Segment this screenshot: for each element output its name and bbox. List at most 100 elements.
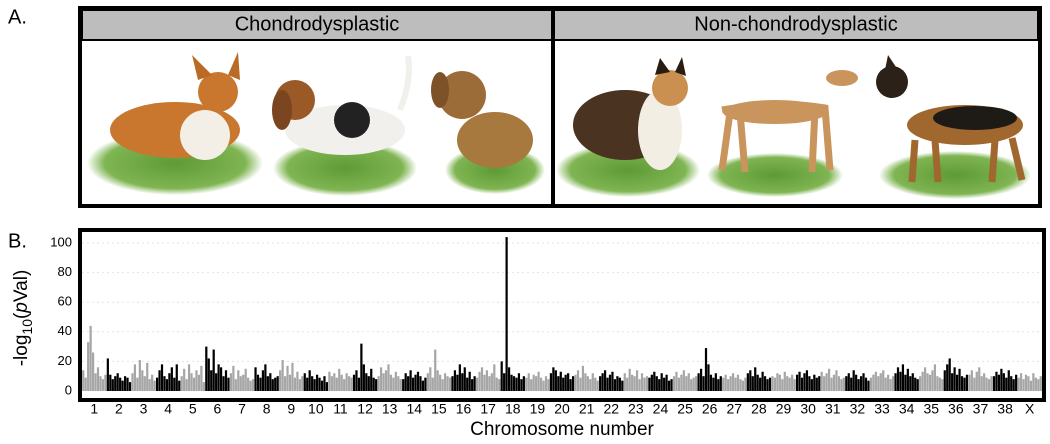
snp-bar <box>192 377 196 391</box>
snp-bar <box>485 370 489 391</box>
snp-bar <box>990 376 993 391</box>
snp-bar <box>404 373 407 391</box>
snp-bar <box>709 374 713 391</box>
snp-bar <box>411 377 415 391</box>
snp-bar <box>626 377 629 391</box>
y-tick-label: 40 <box>58 323 72 338</box>
group-title: Non-chondrodysplastic <box>694 13 897 35</box>
snp-bar <box>106 358 109 391</box>
snp-bar <box>512 376 516 391</box>
snp-bar <box>638 379 641 391</box>
snp-bar <box>1002 373 1005 391</box>
snp-bar <box>751 376 754 391</box>
snp-bar <box>436 370 439 391</box>
snp-bar <box>1000 368 1003 391</box>
snp-bar <box>724 374 727 391</box>
snp-bar <box>739 379 742 391</box>
snp-bar <box>244 368 247 391</box>
y-label-part: -log <box>11 335 32 367</box>
x-tick-label: 34 <box>899 401 915 417</box>
snp-bar <box>219 367 223 391</box>
snp-bar <box>906 368 909 391</box>
snp-bar <box>889 379 892 391</box>
snp-bar <box>963 377 966 391</box>
snp-bar <box>554 370 557 391</box>
x-tick-label: 18 <box>505 401 521 417</box>
snp-bar <box>441 379 444 391</box>
snp-bar <box>155 377 159 391</box>
snp-bar <box>539 377 543 391</box>
snp-bar <box>859 376 863 391</box>
snp-bar <box>537 371 540 391</box>
snp-bar <box>832 374 836 391</box>
snp-bar <box>699 368 703 391</box>
snp-bar <box>872 374 875 391</box>
snp-bar <box>453 370 457 391</box>
snp-bar <box>840 379 843 391</box>
snp-bar <box>195 370 198 391</box>
snp-bar <box>286 365 289 391</box>
snp-bar <box>712 377 715 391</box>
x-tick-label: 29 <box>776 401 792 417</box>
snp-bar <box>650 374 653 391</box>
snp-bar <box>320 380 324 391</box>
snp-bar <box>901 364 905 391</box>
snp-bar <box>443 373 447 391</box>
x-tick-label: 31 <box>825 401 841 417</box>
x-tick-label: 37 <box>973 401 989 417</box>
snp-bar <box>1037 379 1040 391</box>
snp-bar <box>818 376 821 391</box>
snp-bar <box>490 373 493 391</box>
snp-bar <box>234 379 237 391</box>
snp-bar <box>91 352 95 391</box>
snp-bar <box>815 377 818 391</box>
snp-bar <box>111 379 114 391</box>
snp-bar <box>84 377 87 391</box>
snp-bar <box>323 376 326 391</box>
snp-bar <box>426 373 429 391</box>
snp-bar <box>847 373 850 391</box>
snp-bar <box>640 373 644 391</box>
snp-bar <box>448 377 452 391</box>
x-tick-label: 12 <box>357 401 373 417</box>
snp-bar <box>722 377 725 391</box>
snp-bar <box>133 364 137 391</box>
snp-bar <box>921 371 924 391</box>
x-tick-label: 30 <box>800 401 816 417</box>
snp-bar <box>138 359 141 391</box>
snp-bar <box>224 370 228 391</box>
snp-bar <box>567 373 570 391</box>
snp-bar <box>365 373 368 391</box>
snp-bar <box>151 374 154 391</box>
snp-bar <box>399 379 402 391</box>
snp-bar <box>603 370 607 391</box>
dog-photos <box>87 52 1031 199</box>
snp-bar <box>148 379 151 391</box>
snp-bar <box>864 377 868 391</box>
snp-bar <box>495 377 498 391</box>
snp-bar <box>372 377 375 391</box>
snp-bar <box>586 376 589 391</box>
snp-bar <box>480 367 484 391</box>
plot-frame <box>78 228 1046 402</box>
snp-bar <box>557 376 560 391</box>
snp-bar <box>729 376 732 391</box>
snp-bar <box>1022 379 1025 391</box>
y-tick-label: 60 <box>58 294 72 309</box>
snp-bar <box>212 349 215 391</box>
snp-bar <box>687 373 690 391</box>
snp-bar <box>690 379 693 391</box>
snp-bar <box>581 365 585 391</box>
snp-bar <box>756 374 759 391</box>
snp-bar <box>995 371 998 391</box>
snp-bar <box>879 373 882 391</box>
snp-bar <box>813 374 816 391</box>
snp-bar <box>1017 377 1020 391</box>
snp-bar <box>594 377 597 391</box>
snp-bar <box>909 376 912 391</box>
snp-bar <box>466 377 469 391</box>
snp-bar <box>89 325 92 391</box>
snp-bar <box>114 376 117 391</box>
snp-bar <box>960 376 964 391</box>
x-tick-label: 13 <box>382 401 398 417</box>
